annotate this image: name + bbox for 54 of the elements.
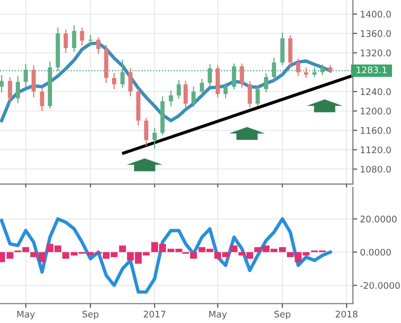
y-tick-label: 1400.0 xyxy=(360,10,391,18)
candlestick xyxy=(256,85,260,107)
candlestick xyxy=(208,63,212,88)
candlestick xyxy=(0,74,4,94)
y-tick-label: 1360.0 xyxy=(360,30,391,37)
ref-line-label: 1283.1 xyxy=(356,66,387,74)
bar xyxy=(230,245,238,252)
candlestick xyxy=(304,66,308,79)
x-tick-label: 2018 xyxy=(336,310,358,318)
candlestick xyxy=(16,76,20,104)
candlestick xyxy=(168,90,174,107)
y-tick-label: -20.0000 xyxy=(360,282,400,289)
candlestick xyxy=(152,127,157,150)
candlestick xyxy=(272,57,276,82)
y-tick-label: 1200.0 xyxy=(360,108,391,115)
y-tick-label: 1240.0 xyxy=(360,88,391,96)
candlestick xyxy=(40,87,44,112)
candlestick xyxy=(191,86,196,108)
candlestick xyxy=(88,34,93,47)
candlestick xyxy=(120,59,125,88)
x-tick-label: Sep xyxy=(274,310,290,320)
y-tick-label: 1080.0 xyxy=(360,166,391,173)
candlestick xyxy=(224,82,228,99)
candlestick xyxy=(112,72,116,90)
candlestick xyxy=(128,68,133,97)
x-tick-label: May xyxy=(209,310,227,320)
y-tick-label: 1120.0 xyxy=(360,146,391,154)
candlestick xyxy=(64,29,68,54)
line-series xyxy=(0,217,332,294)
y-tick-label: 20.0000 xyxy=(360,216,397,222)
x-tick-label: Sep xyxy=(82,310,98,320)
bar xyxy=(119,245,126,252)
x-tick-label: 2017 xyxy=(144,310,166,318)
candlestick xyxy=(32,64,36,98)
candlestick xyxy=(144,117,148,146)
candlestick xyxy=(264,72,268,94)
x-tick-label: May xyxy=(17,310,35,320)
candlestick xyxy=(248,80,252,108)
candlestick xyxy=(200,78,204,96)
candlestick xyxy=(176,79,181,100)
candlestick xyxy=(232,62,236,90)
candlestick xyxy=(240,62,244,88)
candlestick xyxy=(184,80,188,110)
candlestick xyxy=(80,27,84,46)
candlestick xyxy=(96,36,100,54)
line-series xyxy=(0,41,332,122)
candlestick xyxy=(24,63,28,88)
y-tick-label: 0.0000 xyxy=(360,248,391,256)
candlestick xyxy=(312,66,317,78)
y-tick-label: 1160.0 xyxy=(360,127,391,134)
candlestick xyxy=(8,76,12,105)
candlestick xyxy=(296,58,300,77)
y-tick-label: 1320.0 xyxy=(360,50,391,56)
candlestick xyxy=(72,24,76,52)
